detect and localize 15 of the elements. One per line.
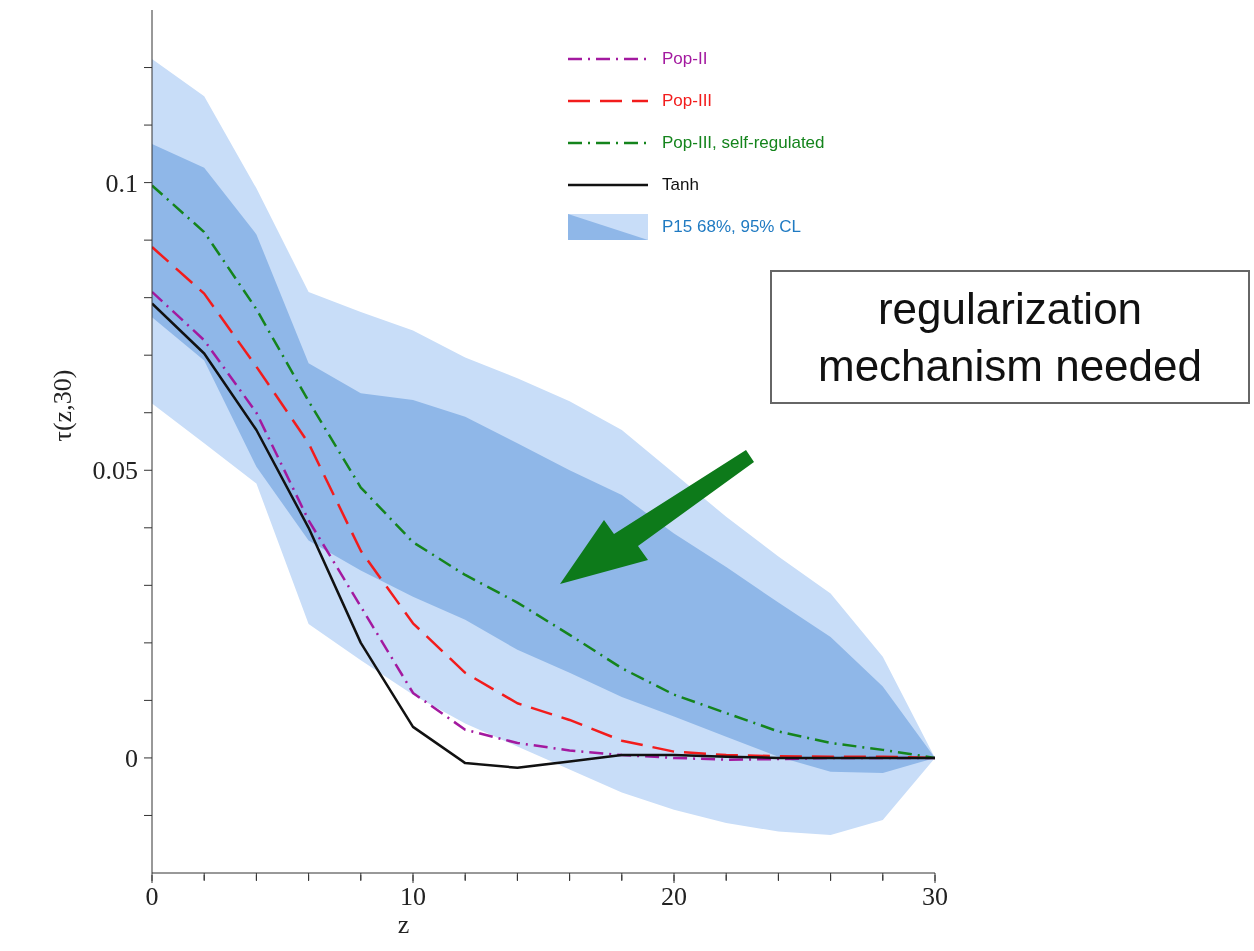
legend-label: Pop-III [662,91,713,111]
y-axis-title: τ(z,30) [48,369,78,442]
x-tick-label: 20 [661,882,687,911]
y-tick-label: 0.05 [92,456,138,486]
x-tick-label: 30 [922,882,948,911]
legend-label: P15 68%, 95% CL [662,217,801,237]
legend-label: Tanh [662,175,699,195]
x-axis-title: z [397,910,410,939]
legend-label: Pop-III, self-regulated [662,133,825,153]
x-tick-label: 0 [145,882,159,911]
legend-label: Pop-II [662,49,708,69]
x-tick-label: 10 [400,882,426,911]
annotation: regularization mechanism needed [770,270,1250,405]
y-tick-label: 0.1 [105,168,138,198]
y-tick-label: 0 [125,743,138,773]
